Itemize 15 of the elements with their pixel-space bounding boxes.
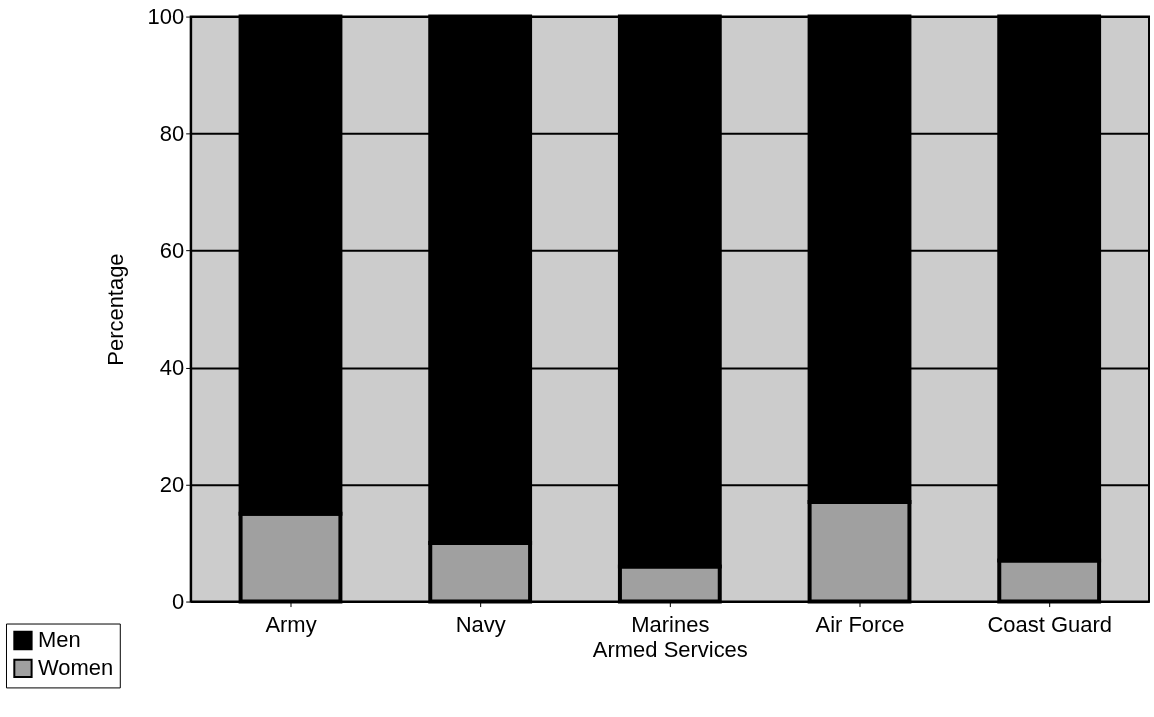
y-tick-label: 0 bbox=[171, 589, 185, 615]
x-tick-label: Coast Guard bbox=[987, 612, 1112, 638]
y-tick-label: 60 bbox=[159, 238, 185, 264]
legend-label: Men bbox=[37, 627, 81, 653]
y-tick-label: 100 bbox=[147, 4, 185, 30]
y-axis-title: Percentage bbox=[102, 253, 128, 366]
y-tick-label: 80 bbox=[159, 121, 185, 147]
y-tick-label: 40 bbox=[159, 355, 185, 381]
x-tick-label: Navy bbox=[455, 612, 506, 638]
y-tick-label: 20 bbox=[159, 472, 185, 498]
x-tick-label: Marines bbox=[631, 612, 710, 638]
x-tick-label: Air Force bbox=[815, 612, 905, 638]
x-tick-label: Army bbox=[265, 612, 317, 638]
x-axis-title: Armed Services bbox=[592, 636, 748, 662]
legend-label: Women bbox=[37, 655, 114, 681]
